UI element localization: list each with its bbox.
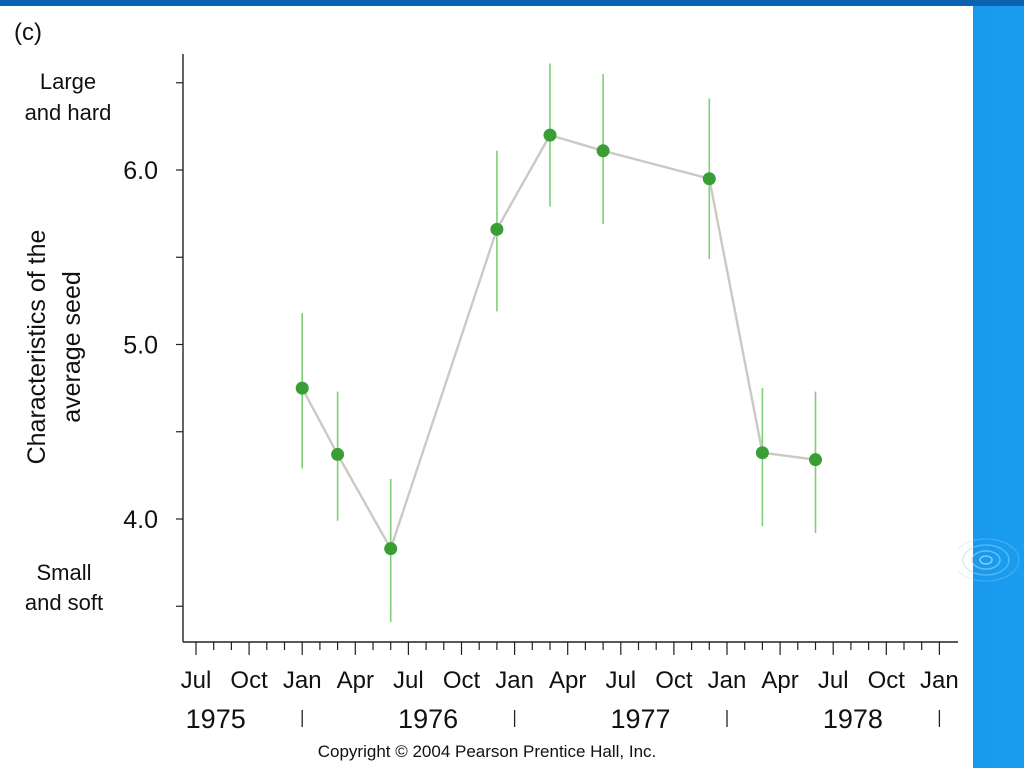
x-tick-label: Oct	[655, 667, 693, 694]
data-point	[490, 222, 504, 236]
x-tick-label: Jan	[708, 667, 747, 694]
data-point	[543, 128, 557, 142]
copyright-notice: Copyright © 2004 Pearson Prentice Hall, …	[318, 742, 657, 761]
x-tick-label: Jul	[605, 667, 636, 694]
bottom-label-line-1: Small	[36, 560, 91, 585]
x-tick-label: Jan	[283, 667, 322, 694]
x-axis-ticks	[195, 642, 941, 655]
panel-label: (c)	[14, 19, 42, 46]
y-axis-title-line-1: Characteristics of the	[23, 230, 51, 465]
data-point	[809, 453, 822, 467]
series-line	[301, 133, 816, 550]
y-tick-label: 4.0	[123, 506, 158, 534]
x-tick-label: Jul	[393, 667, 424, 694]
plot-area	[295, 63, 822, 622]
top-label-line-1: Large	[40, 69, 96, 94]
data-point	[755, 446, 769, 460]
y-axis-title: Characteristics of the average seed	[23, 230, 86, 465]
year-label: 1976	[398, 704, 458, 734]
data-point	[295, 381, 309, 395]
y-axis-title-line-2: average seed	[58, 271, 86, 423]
x-tick-label: Jul	[181, 667, 212, 694]
x-tick-label: Apr	[761, 667, 798, 694]
x-tick-label: Apr	[337, 667, 374, 694]
figure-panel: (c) Large and hard Small and soft Charac…	[0, 6, 973, 768]
data-point	[702, 172, 716, 186]
water-ripple-decoration	[958, 538, 1020, 582]
y-axis-ticks: 4.0 5.0 6.0	[123, 82, 183, 607]
x-axis-tick-labels: Jul Oct Jan Apr Jul Oct Jan Apr Jul Oct Jan Apr Jul O…	[181, 667, 959, 694]
x-tick-label: Apr	[549, 667, 586, 694]
x-tick-label: Jul	[818, 667, 849, 694]
seed-characteristics-chart: (c) Large and hard Small and soft Charac…	[14, 19, 959, 761]
top-label-line-2: and hard	[25, 100, 112, 125]
year-label: 1977	[610, 704, 670, 734]
x-tick-label: Oct	[868, 667, 906, 694]
y-tick-label: 5.0	[123, 332, 158, 360]
data-point	[384, 542, 398, 556]
year-label: 1975	[186, 704, 246, 734]
data-point	[596, 144, 610, 158]
x-tick-label: Jan	[920, 667, 959, 694]
year-label: 1978	[823, 704, 883, 734]
bottom-label-line-2: and soft	[25, 590, 103, 615]
x-axis-year-labels: 1975 1976 1977 1978	[186, 704, 941, 734]
top-band	[0, 0, 1024, 6]
x-tick-label: Oct	[230, 667, 268, 694]
y-tick-label: 6.0	[123, 157, 158, 185]
x-tick-label: Jan	[495, 667, 534, 694]
x-tick-label: Oct	[443, 667, 481, 694]
data-point	[331, 447, 345, 461]
